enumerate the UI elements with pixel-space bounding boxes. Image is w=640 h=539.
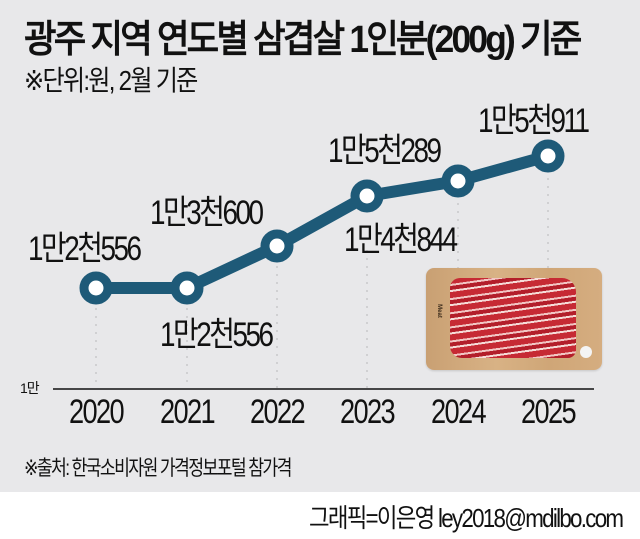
x-label-2020: 2020 bbox=[68, 393, 125, 431]
marker-2025 bbox=[531, 139, 565, 173]
source-note: ※출처: 한국소비자원 가격정보포털 참가격 bbox=[24, 457, 292, 480]
marker-2021 bbox=[170, 271, 204, 305]
board-brand-text: Meat bbox=[435, 304, 442, 318]
chart-subtitle: ※단위:원, 2월 기준 bbox=[24, 65, 198, 96]
value-label-2024: 1만5천289 bbox=[328, 132, 442, 170]
chart-panel bbox=[0, 0, 640, 492]
x-label-2025: 2025 bbox=[520, 393, 577, 431]
value-label-2021: 1만2천556 bbox=[160, 316, 274, 354]
x-label-2021: 2021 bbox=[159, 393, 216, 431]
markers bbox=[79, 139, 565, 305]
x-label-2023: 2023 bbox=[339, 393, 396, 431]
value-label-2020: 1만2천556 bbox=[28, 230, 142, 268]
marker-2023 bbox=[350, 179, 384, 213]
value-label-2025: 1만5천911 bbox=[478, 102, 590, 140]
vertical-guides bbox=[95, 170, 549, 388]
x-label-2024: 2024 bbox=[430, 393, 487, 431]
value-label-2023: 1만4천844 bbox=[344, 221, 458, 259]
y-axis-base-label: 1만 bbox=[20, 380, 40, 396]
pork-belly-slices bbox=[450, 278, 576, 358]
marker-2022 bbox=[260, 229, 294, 263]
graphic-credit: 그래픽=이은영 ley2018@mdilbo.com bbox=[308, 503, 624, 533]
pork-belly-image: Meat bbox=[426, 268, 602, 370]
value-label-2022: 1만3천600 bbox=[150, 194, 264, 232]
board-hole bbox=[580, 346, 592, 358]
line-chart bbox=[53, 139, 594, 390]
marker-2024 bbox=[441, 164, 475, 198]
marker-2020 bbox=[79, 271, 113, 305]
chart-title: 광주 지역 연도별 삼겹살 1인분(200g) 기준 bbox=[24, 19, 582, 61]
x-label-2022: 2022 bbox=[249, 393, 306, 431]
